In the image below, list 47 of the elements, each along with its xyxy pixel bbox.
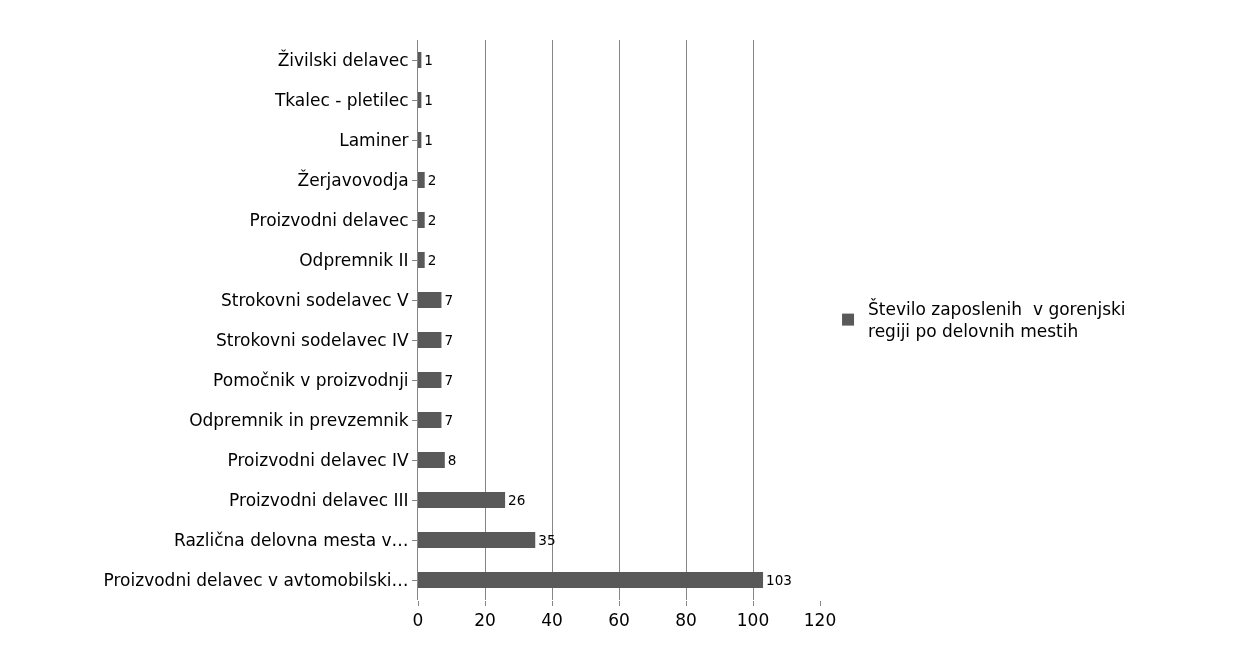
bar xyxy=(418,452,445,468)
y-tick-label: Pomočnik v proizvodnji xyxy=(213,369,409,390)
y-tick-label: Žerjavovodja xyxy=(297,168,409,190)
x-tick-label: 20 xyxy=(474,610,496,631)
bar xyxy=(418,532,536,548)
y-tick-label: Proizvodni delavec III xyxy=(229,489,409,510)
y-tick-label: Proizvodni delavec xyxy=(249,209,409,230)
data-label: 7 xyxy=(444,371,454,388)
bar xyxy=(418,292,442,308)
bar xyxy=(418,212,425,228)
y-tick-label: Odpremnik in prevzemnik xyxy=(189,409,409,430)
data-label: 26 xyxy=(508,491,526,508)
bar xyxy=(418,572,764,588)
y-tick-label: Strokovni sodelavec IV xyxy=(215,329,409,350)
bar xyxy=(418,372,442,388)
data-label: 1 xyxy=(424,91,434,108)
bar xyxy=(418,492,506,508)
bar xyxy=(418,332,442,348)
y-tick-label: Živilski delavec xyxy=(277,48,409,70)
x-tick-label: 60 xyxy=(608,610,630,631)
y-tick-label: Odpremnik II xyxy=(299,249,409,270)
x-tick-label: 100 xyxy=(736,610,770,631)
bar xyxy=(418,252,425,268)
bar xyxy=(418,412,442,428)
y-tick-label: Laminer xyxy=(339,129,409,150)
y-tick-label: Strokovni sodelavec V xyxy=(220,289,409,310)
data-label: 8 xyxy=(447,451,457,468)
y-tick-label: Proizvodni delavec v avtomobilski… xyxy=(103,569,409,590)
y-tick-label: Proizvodni delavec IV xyxy=(227,449,409,470)
data-label: 7 xyxy=(444,411,454,428)
data-label: 7 xyxy=(444,291,454,308)
data-label: 103 xyxy=(766,571,793,588)
x-tick-label: 0 xyxy=(412,610,424,631)
y-tick-label: Različna delovna mesta v… xyxy=(173,529,409,550)
y-tick-label: Tkalec - pletilec xyxy=(273,89,409,110)
bar xyxy=(418,172,425,188)
data-label: 1 xyxy=(424,51,434,68)
x-tick-label: 120 xyxy=(803,610,837,631)
data-label: 7 xyxy=(444,331,454,348)
data-label: 35 xyxy=(538,531,556,548)
data-label: 2 xyxy=(427,251,437,268)
data-label: 1 xyxy=(424,131,434,148)
x-tick-label: 40 xyxy=(541,610,563,631)
legend-label: Število zaposlenih v gorenjski regiji po delovnih mestih xyxy=(868,298,1126,342)
data-label: 2 xyxy=(427,171,437,188)
x-tick-label: 80 xyxy=(675,610,697,631)
data-label: 2 xyxy=(427,211,437,228)
